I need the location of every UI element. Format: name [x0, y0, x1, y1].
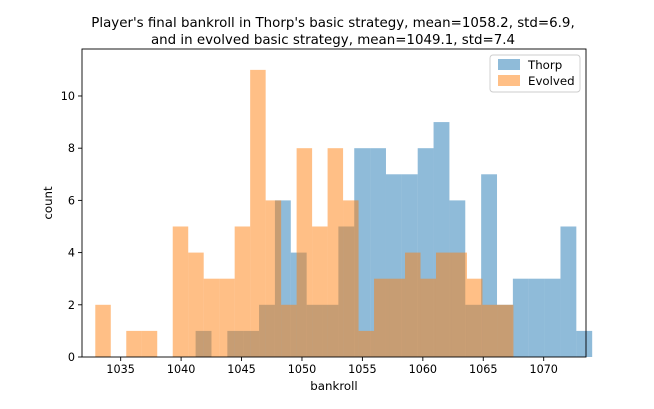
- chart-title: Player's final bankroll in Thorp's basic…: [91, 16, 574, 48]
- y-tick-label: 4: [68, 247, 75, 260]
- x-axis-ticks: 1035 1040 1045 1050 1055 1060 1065 1070: [106, 357, 558, 376]
- bar-evolved-20: [405, 252, 421, 357]
- bars-layer: [95, 69, 593, 357]
- y-tick-label: 10: [61, 90, 75, 103]
- bar-evolved-7: [203, 278, 220, 357]
- bar-evolved-11: [265, 200, 282, 357]
- x-tick-label: 1055: [348, 363, 376, 376]
- bar-evolved-15: [327, 148, 344, 357]
- x-tick-label: 1035: [106, 363, 134, 376]
- bar-evolved-9: [234, 226, 251, 357]
- bar-evolved-24: [466, 278, 483, 357]
- chart-title-line-1: Player's final bankroll in Thorp's basic…: [91, 16, 574, 31]
- legend-swatch-evolved: [498, 75, 520, 86]
- bar-evolved-5: [172, 226, 189, 357]
- y-axis-label: count: [41, 186, 55, 220]
- bar-evolved-16: [343, 200, 359, 357]
- bar-evolved-22: [435, 252, 452, 357]
- x-tick-label: 1070: [529, 363, 557, 376]
- bar-evolved-6: [188, 252, 204, 357]
- bar-evolved-17: [358, 330, 375, 357]
- bar-evolved-21: [420, 278, 436, 357]
- bar-thorp-23: [560, 226, 577, 357]
- y-tick-label: 2: [68, 299, 75, 312]
- chart-title-line-2: and in evolved basic strategy, mean=1049…: [151, 33, 515, 48]
- x-tick-label: 1065: [469, 363, 497, 376]
- bar-evolved-25: [482, 304, 498, 357]
- x-tick-label: 1050: [288, 363, 316, 376]
- bar-thorp-24: [576, 330, 593, 357]
- bar-thorp-22: [544, 278, 561, 357]
- bar-evolved-2: [126, 330, 142, 357]
- bar-evolved-14: [312, 226, 328, 357]
- bar-evolved-13: [296, 148, 313, 357]
- y-tick-label: 0: [68, 351, 75, 364]
- x-tick-label: 1040: [167, 363, 195, 376]
- bar-evolved-19: [389, 278, 406, 357]
- bar-evolved-23: [451, 252, 467, 357]
- bar-evolved-12: [281, 304, 297, 357]
- y-tick-label: 8: [68, 142, 75, 155]
- bar-evolved-26: [497, 304, 514, 357]
- legend-swatch-thorp: [498, 59, 520, 70]
- y-tick-label: 6: [68, 194, 75, 207]
- legend-label-thorp: Thorp: [527, 58, 562, 72]
- x-tick-label: 1045: [227, 363, 255, 376]
- bar-evolved-18: [374, 278, 390, 357]
- plot-frame: [81, 48, 587, 358]
- x-axis-label: bankroll: [310, 379, 357, 393]
- legend-label-evolved: Evolved: [528, 74, 575, 88]
- bar-evolved-10: [250, 69, 266, 357]
- bar-evolved-8: [219, 278, 235, 357]
- legend: Thorp Evolved: [489, 54, 581, 93]
- y-axis-ticks: 0 2 4 6 8 10: [61, 90, 82, 364]
- bar-thorp-20: [512, 278, 529, 357]
- bar-evolved-0: [95, 304, 111, 357]
- bar-evolved-3: [141, 330, 158, 357]
- bar-thorp-21: [528, 278, 545, 357]
- x-tick-label: 1060: [409, 363, 437, 376]
